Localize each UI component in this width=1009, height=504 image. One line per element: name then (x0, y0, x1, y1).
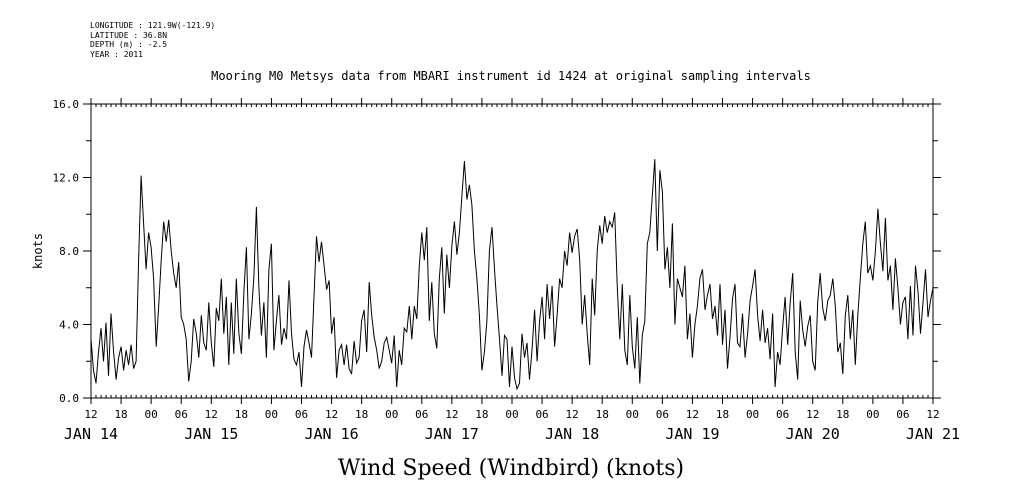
x-axis-title: Wind Speed (Windbird) (knots) (338, 456, 684, 481)
x-tick-label: 12 (445, 408, 458, 421)
x-tick-label: 12 (926, 408, 939, 421)
depth-text: DEPTH (m) : -2.5 (90, 40, 168, 49)
y-axis: 0.0 4.0 8.0 12.0 16.0 (53, 98, 941, 405)
x-tick-label: 00 (746, 408, 759, 421)
series-line-wind-speed (90, 159, 934, 391)
chart-title: Mooring M0 Metsys data from MBARI instru… (211, 69, 811, 83)
y-axis-label: knots (31, 233, 45, 269)
x-day-label: JAN 14 (64, 425, 118, 443)
y-tick-label: 0.0 (59, 392, 79, 405)
x-day-label: JAN 19 (665, 425, 719, 443)
series-group (90, 159, 934, 391)
x-tick-label: 06 (295, 408, 308, 421)
x-tick-label: 00 (866, 408, 879, 421)
y-tick-label: 16.0 (53, 98, 80, 111)
x-tick-label: 06 (896, 408, 909, 421)
x-tick-label: 18 (355, 408, 368, 421)
x-tick-label: 06 (656, 408, 669, 421)
x-tick-label: 00 (626, 408, 639, 421)
x-tick-label: 18 (235, 408, 248, 421)
x-tick-label: 06 (415, 408, 428, 421)
x-tick-label: 12 (325, 408, 338, 421)
x-day-label: JAN 15 (184, 425, 238, 443)
x-day-label: JAN 20 (786, 425, 840, 443)
x-tick-label: 18 (475, 408, 488, 421)
minor-ticks (90, 104, 934, 398)
y-tick-label: 8.0 (59, 245, 79, 258)
x-tick-label: 00 (505, 408, 518, 421)
x-day-label: JAN 17 (425, 425, 479, 443)
x-tick-label: 00 (385, 408, 398, 421)
x-tick-label: 12 (806, 408, 819, 421)
x-day-label: JAN 18 (545, 425, 599, 443)
x-tick-label: 18 (716, 408, 729, 421)
longitude-text: LONGITUDE : 121.9W(-121.9) (90, 21, 216, 30)
x-tick-label: 18 (836, 408, 849, 421)
year-text: YEAR : 2011 (90, 49, 143, 59)
metadata-block: LONGITUDE : 121.9W(-121.9) LATITUDE : 36… (90, 21, 215, 59)
x-tick-label: 00 (145, 408, 158, 421)
x-tick-label: 12 (686, 408, 699, 421)
x-tick-label: 00 (265, 408, 278, 421)
x-tick-label: 12 (84, 408, 97, 421)
x-tick-label: 06 (535, 408, 548, 421)
x-day-label: JAN 21 (906, 425, 960, 443)
x-tick-label: 06 (175, 408, 188, 421)
x-tick-label: 12 (566, 408, 579, 421)
x-tick-label: 18 (596, 408, 609, 421)
x-tick-label: 06 (776, 408, 789, 421)
y-tick-label: 4.0 (59, 319, 79, 332)
latitude-text: LATITUDE : 36.8N (90, 30, 168, 40)
y-tick-label: 12.0 (53, 172, 80, 185)
x-day-label: JAN 16 (304, 425, 358, 443)
x-tick-label: 12 (205, 408, 218, 421)
x-tick-label: 18 (114, 408, 127, 421)
x-axis: 12 18 00 06 12 18 00 06 12 18 00 06 12 18 00 06 12 18 00 06… (64, 98, 960, 443)
